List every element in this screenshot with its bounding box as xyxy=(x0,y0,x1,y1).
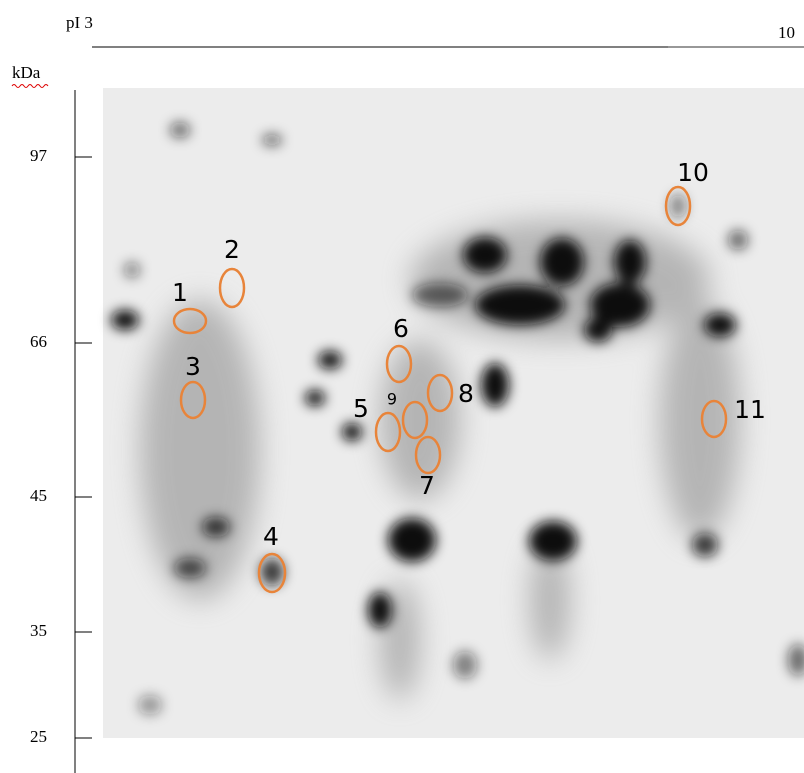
spot-label: 10 xyxy=(677,158,709,187)
spot-label: 6 xyxy=(393,314,409,343)
pi-start-label: pI 3 xyxy=(66,13,93,32)
pi-end-label: 10 xyxy=(778,23,795,42)
spot-label: 7 xyxy=(419,471,435,500)
spot-label: 11 xyxy=(734,395,766,424)
gel-figure: pI 3 10 kDa xyxy=(0,0,804,773)
spot-label: 8 xyxy=(458,379,474,408)
spot-label: 3 xyxy=(185,352,201,381)
spot-label: 1 xyxy=(172,278,188,307)
spot-label: 2 xyxy=(224,235,240,264)
spot-label: 4 xyxy=(263,522,279,551)
y-label: 25 xyxy=(30,727,47,746)
spot-label: 9 xyxy=(387,390,397,409)
spot-label: 5 xyxy=(353,394,369,423)
y-axis-title: kDa xyxy=(12,63,41,82)
y-axis xyxy=(75,90,92,773)
spell-underline xyxy=(12,85,48,88)
figure: pI 3 10 kDa xyxy=(0,0,804,773)
y-label: 45 xyxy=(30,486,47,505)
y-label: 97 xyxy=(30,146,48,165)
y-label: 66 xyxy=(30,332,47,351)
y-label: 35 xyxy=(30,621,47,640)
